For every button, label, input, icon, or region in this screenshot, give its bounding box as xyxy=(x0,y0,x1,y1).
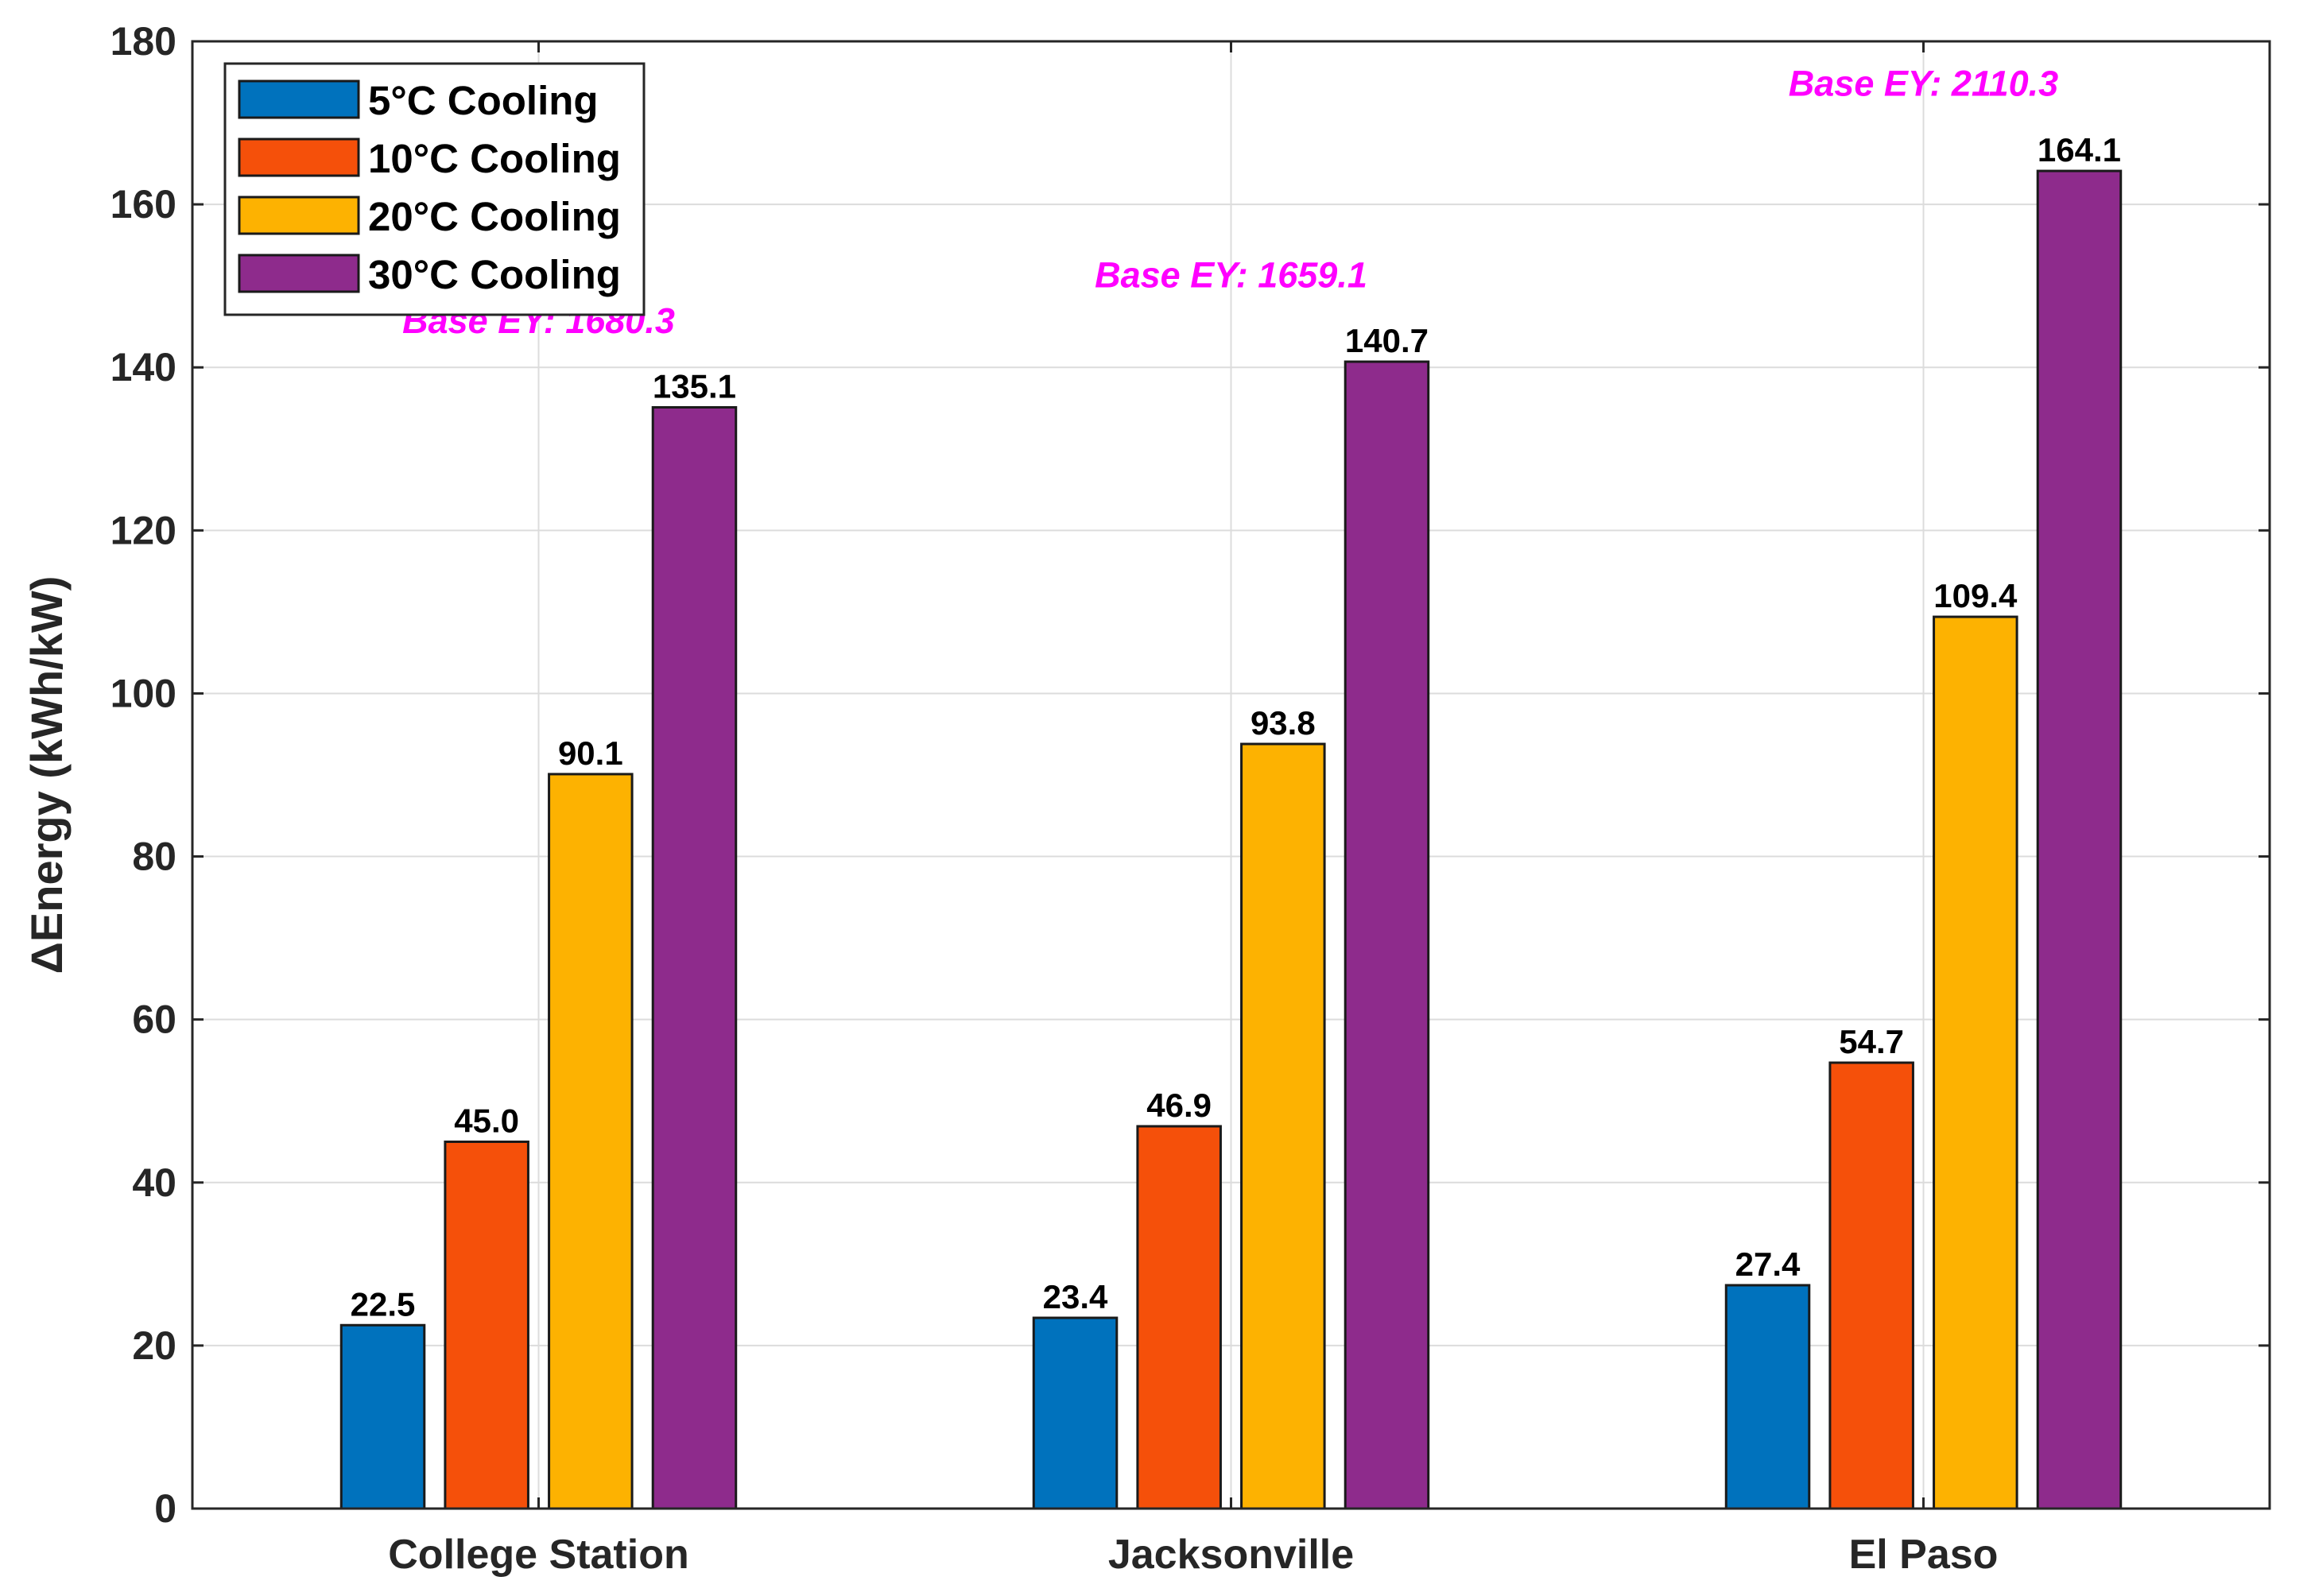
bar xyxy=(1344,360,1430,1510)
bars xyxy=(339,169,2123,1510)
x-category-label: El Paso xyxy=(1849,1532,1999,1578)
bar-value-label: 46.9 xyxy=(1146,1087,1212,1124)
bar-value-label: 45.0 xyxy=(454,1102,519,1140)
legend-swatch xyxy=(238,254,360,293)
legend-label: 5°C Cooling xyxy=(368,78,599,123)
legend-label: 10°C Cooling xyxy=(368,136,621,181)
bar-value-label: 140.7 xyxy=(1345,322,1429,359)
legend: 5°C Cooling 10°C Cooling 20°C Cooling 30°C … xyxy=(223,62,646,316)
bar-value-label: 109.4 xyxy=(1933,577,2018,614)
bar xyxy=(339,1323,426,1510)
y-tick-label: 0 xyxy=(154,1486,176,1531)
y-tick-label: 180 xyxy=(111,19,176,64)
bar-value-label: 22.5 xyxy=(351,1285,416,1323)
y-tick-label: 120 xyxy=(111,508,176,552)
bar-labels: 22.5 45.0 90.1 135.1 23.4 46.9 93.8 140.7 27.4 54… xyxy=(351,131,2121,1323)
y-tick-label: 80 xyxy=(132,835,176,879)
legend-label: 30°C Cooling xyxy=(368,252,621,297)
bar xyxy=(548,773,634,1510)
legend-swatch xyxy=(238,196,360,235)
bar-value-label: 135.1 xyxy=(653,367,736,405)
bar xyxy=(1240,742,1326,1510)
legend-swatch xyxy=(238,138,360,177)
y-tick-label: 60 xyxy=(132,998,176,1042)
bar xyxy=(1724,1284,1811,1510)
bar xyxy=(1828,1061,1914,1510)
bar xyxy=(1136,1125,1222,1510)
bar-value-label: 54.7 xyxy=(1839,1023,1904,1060)
bar-value-label: 93.8 xyxy=(1250,704,1316,742)
y-tick-label: 140 xyxy=(111,345,176,389)
legend-swatch xyxy=(238,79,360,119)
y-tick-label: 20 xyxy=(132,1323,176,1368)
bar xyxy=(651,405,738,1510)
bar xyxy=(444,1141,529,1510)
bar xyxy=(2036,169,2123,1510)
bar-value-label: 90.1 xyxy=(558,734,623,772)
bar xyxy=(1032,1316,1119,1510)
bar-value-label: 27.4 xyxy=(1735,1245,1801,1283)
base-ey-annotation: Base EY: 1659.1 xyxy=(1095,255,1367,296)
y-axis-label: ΔEnergy (kWh/kW) xyxy=(21,576,72,974)
axis-ticks: 0 20 40 60 80 100 120 140 160 180 College Station J… xyxy=(111,19,2270,1578)
x-category-label: Jacksonville xyxy=(1108,1532,1354,1578)
x-category-label: College Station xyxy=(388,1532,688,1578)
y-tick-label: 160 xyxy=(111,182,176,227)
y-tick-label: 40 xyxy=(132,1160,176,1205)
y-tick-label: 100 xyxy=(111,671,176,715)
legend-label: 20°C Cooling xyxy=(368,194,621,239)
bar-value-label: 23.4 xyxy=(1043,1278,1108,1315)
bar xyxy=(1933,615,2018,1510)
base-ey-annotation: Base EY: 2110.3 xyxy=(1789,64,2058,104)
bar-value-label: 164.1 xyxy=(2038,131,2121,169)
